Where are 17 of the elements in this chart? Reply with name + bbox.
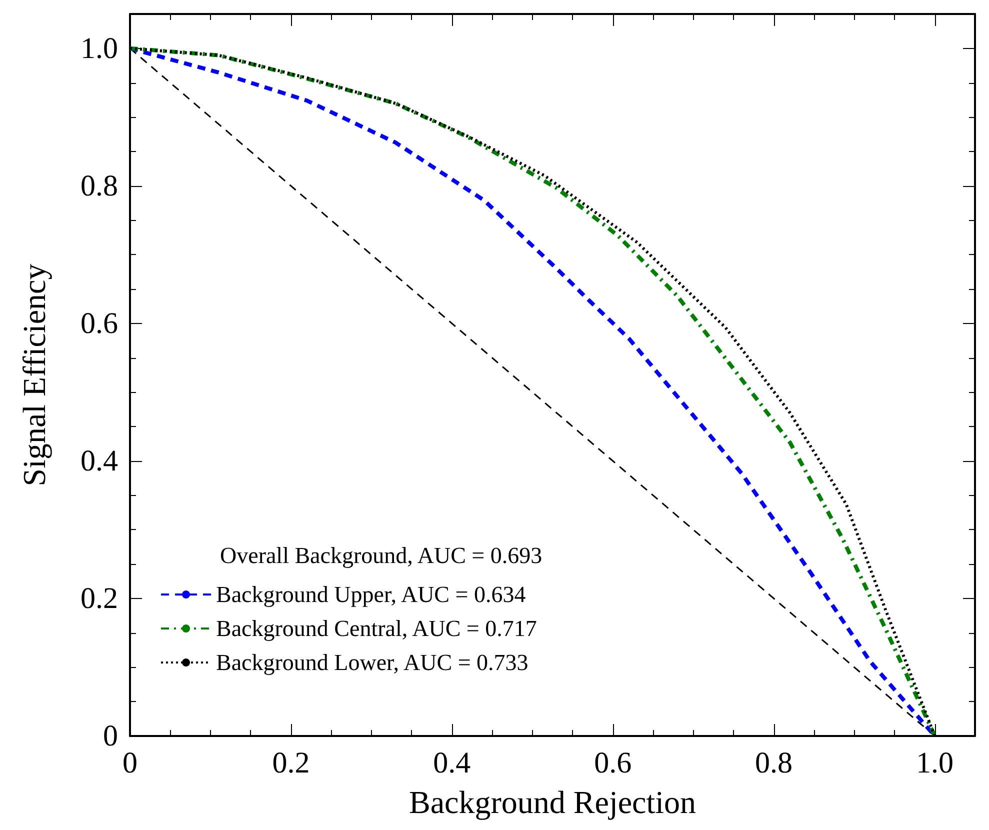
y-tick-label: 1.0 [80, 32, 118, 65]
x-tick-label: 0.8 [755, 746, 793, 780]
y-tick-label: 0.4 [80, 444, 118, 478]
x-tick-label: 0.4 [433, 746, 471, 780]
legend-label: Background Lower, AUC = 0.733 [216, 650, 528, 675]
legend-label: Background Upper, AUC = 0.634 [216, 582, 526, 607]
y-tick-label: 0.6 [80, 306, 118, 340]
y-tick-label: 0.8 [80, 169, 118, 202]
y-tick-label: 0.2 [80, 582, 118, 615]
x-axis-title: Background Rejection [408, 784, 696, 820]
legend-label: Background Central, AUC = 0.717 [216, 616, 537, 641]
y-tick-label: 0 [103, 720, 118, 752]
annotation: Overall Background, AUC = 0.693 [220, 543, 542, 568]
x-tick-label: 1.0 [916, 746, 954, 780]
y-axis-title: Signal Efficiency [16, 264, 52, 486]
x-tick-label: 0.2 [272, 746, 310, 780]
x-tick-label: 0.6 [594, 746, 632, 780]
